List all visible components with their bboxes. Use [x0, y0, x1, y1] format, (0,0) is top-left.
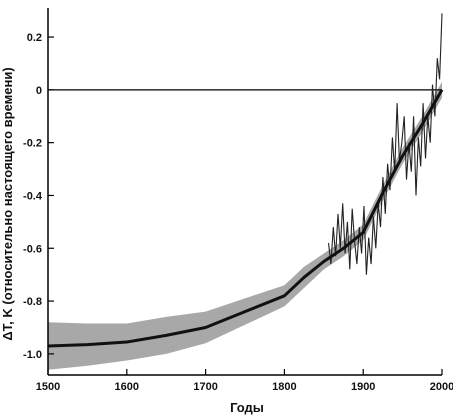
- axes-layer: [47, 8, 442, 376]
- y-tick-label: -0.2: [23, 138, 42, 150]
- y-tick-label: 0: [36, 85, 42, 97]
- x-tick-label: 2000: [430, 381, 453, 393]
- y-tick-label: -0.6: [23, 243, 42, 255]
- y-tick-label: -1.0: [23, 349, 42, 361]
- y-tick-label: -0.8: [23, 296, 42, 308]
- y-tick-label: 0.2: [27, 32, 42, 44]
- instrumental-series-layer: [327, 13, 443, 275]
- trend-series-line: [47, 89, 444, 348]
- y-axis-ticks: 0.2 0 -0.2 -0.4 -0.6 -0.8 -1.0: [23, 32, 54, 361]
- x-axis-ticks: 1500 1600 1700 1800 1900 2000: [36, 369, 453, 393]
- y-tick-label: -0.4: [23, 190, 43, 202]
- instrumental-series-line: [327, 13, 443, 275]
- x-tick-label: 1700: [193, 381, 217, 393]
- x-tick-label: 1900: [351, 381, 375, 393]
- trend-series-layer: [47, 89, 444, 348]
- x-tick-label: 1600: [115, 381, 139, 393]
- x-tick-label: 1500: [36, 381, 60, 393]
- y-axis-label: ΔT, K (относительно настоящего времени): [0, 67, 15, 340]
- x-axis-label: Годы: [230, 400, 264, 415]
- x-tick-label: 1800: [272, 381, 296, 393]
